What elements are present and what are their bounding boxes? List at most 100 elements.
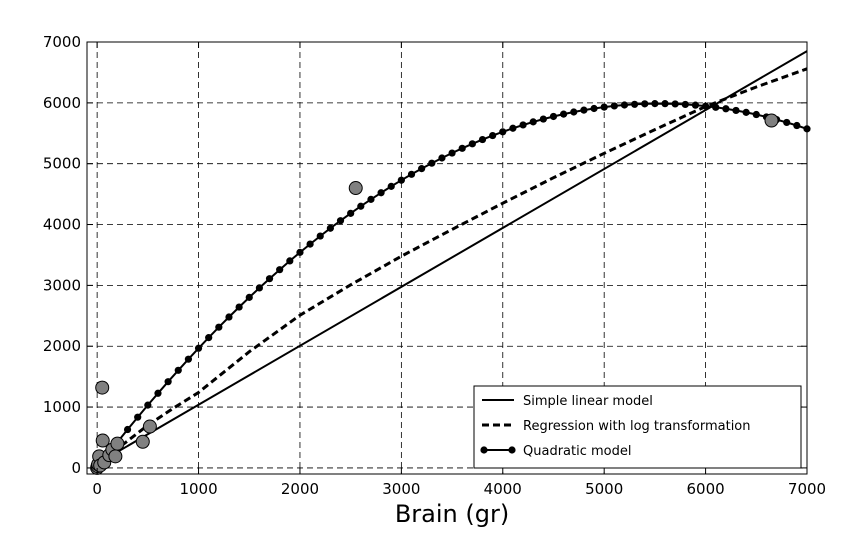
y-tick-label: 2000 <box>43 337 81 355</box>
quadratic-marker <box>357 202 365 210</box>
quadratic-marker <box>641 100 649 108</box>
quadratic-marker <box>570 108 578 116</box>
quadratic-marker <box>742 108 750 116</box>
legend-label-regression-with-log-transformation: Regression with log transformation <box>523 419 751 434</box>
data-point <box>95 380 110 395</box>
quadratic-marker <box>296 248 304 256</box>
y-tick-label: 1000 <box>43 398 81 416</box>
x-tick-label: 5000 <box>585 480 623 498</box>
plot-frame <box>86 41 808 475</box>
quadratic-marker <box>164 378 172 386</box>
legend-box <box>473 385 802 469</box>
quadratic-marker <box>509 124 517 132</box>
quadratic-marker <box>691 101 700 109</box>
quadratic-marker <box>418 165 426 173</box>
quadratic-marker <box>631 100 639 108</box>
y-tick-label: 3000 <box>43 276 81 294</box>
quadratic-marker <box>519 121 527 129</box>
quadratic-marker <box>499 128 507 136</box>
quadratic-marker <box>123 425 132 434</box>
quadratic-marker <box>712 103 720 111</box>
quadratic-marker <box>134 413 142 421</box>
quadratic-marker <box>478 135 487 144</box>
legend-marker <box>480 446 488 454</box>
quadratic-marker <box>560 110 568 118</box>
quadratic-marker <box>620 101 629 109</box>
quadratic-marker <box>255 284 263 292</box>
data-point <box>108 449 123 464</box>
quadratic-marker <box>793 121 801 130</box>
quadratic-marker <box>610 102 618 110</box>
quadratic-marker <box>701 102 710 110</box>
x-axis-title: Brain (gr) <box>395 500 509 528</box>
y-tick-label: 0 <box>71 459 81 477</box>
x-tick-label: 0 <box>92 480 102 498</box>
x-tick-label: 7000 <box>788 480 826 498</box>
quadratic-marker <box>732 106 740 115</box>
data-point <box>135 434 150 449</box>
data-point <box>110 436 125 451</box>
series-simple-linear-model <box>96 50 808 465</box>
quadratic-marker <box>661 100 669 108</box>
quadratic-marker <box>316 232 324 240</box>
scatter-points <box>90 113 779 475</box>
quadratic-marker <box>600 103 608 111</box>
data-point <box>764 113 779 128</box>
x-tick-label: 4000 <box>484 480 522 498</box>
x-tick-label: 6000 <box>686 480 724 498</box>
quadratic-marker <box>590 104 598 113</box>
quadratic-marker <box>407 170 416 178</box>
data-point <box>95 433 110 448</box>
quadratic-marker <box>752 110 760 119</box>
quadratic-marker <box>539 115 547 123</box>
y-tick-label: 5000 <box>43 155 81 173</box>
quadratic-marker <box>326 224 334 232</box>
quadratic-marker <box>286 257 294 265</box>
quadratic-marker <box>347 209 355 217</box>
quadratic-marker <box>154 389 162 397</box>
data-point <box>348 181 363 196</box>
quadratic-marker <box>174 366 182 374</box>
quadratic-marker <box>306 240 314 248</box>
quadratic-marker <box>265 275 274 283</box>
legend-label-simple-linear-model: Simple linear model <box>523 394 653 409</box>
data-point <box>142 419 157 434</box>
quadratic-marker <box>448 149 456 157</box>
quadratic-marker <box>438 154 446 162</box>
legend-label-quadratic-model: Quadratic model <box>523 444 631 459</box>
quadratic-marker <box>489 131 497 140</box>
quadratic-marker <box>245 293 253 301</box>
quadratic-marker <box>387 182 395 190</box>
quadratic-marker <box>367 195 375 203</box>
quadratic-marker <box>194 344 203 352</box>
quadratic-marker <box>377 189 385 197</box>
quadratic-marker <box>276 266 284 274</box>
quadratic-marker <box>336 217 345 225</box>
quadratic-marker <box>681 100 689 109</box>
quadratic-marker <box>671 100 679 108</box>
quadratic-marker <box>225 313 233 321</box>
quadratic-marker <box>144 401 152 409</box>
quadratic-marker <box>468 140 476 148</box>
y-tick-label: 4000 <box>43 216 81 234</box>
quadratic-marker <box>397 176 405 184</box>
quadratic-marker <box>651 100 659 108</box>
y-tick-label: 7000 <box>43 33 81 51</box>
quadratic-marker <box>458 144 466 152</box>
x-tick-label: 1000 <box>179 480 217 498</box>
quadratic-marker <box>580 106 588 114</box>
y-tick-label: 6000 <box>43 94 81 112</box>
x-tick-label: 3000 <box>382 480 420 498</box>
quadratic-marker <box>184 355 193 363</box>
quadratic-marker <box>783 118 791 127</box>
quadratic-marker <box>722 105 730 113</box>
quadratic-marker <box>529 118 537 126</box>
x-tick-label: 2000 <box>281 480 319 498</box>
legend: Simple linear model Regression with log t… <box>473 385 802 469</box>
quadratic-marker <box>205 334 213 342</box>
quadratic-marker <box>215 323 223 331</box>
legend-marker <box>508 446 516 454</box>
quadratic-marker <box>428 159 436 167</box>
quadratic-marker <box>235 303 243 311</box>
